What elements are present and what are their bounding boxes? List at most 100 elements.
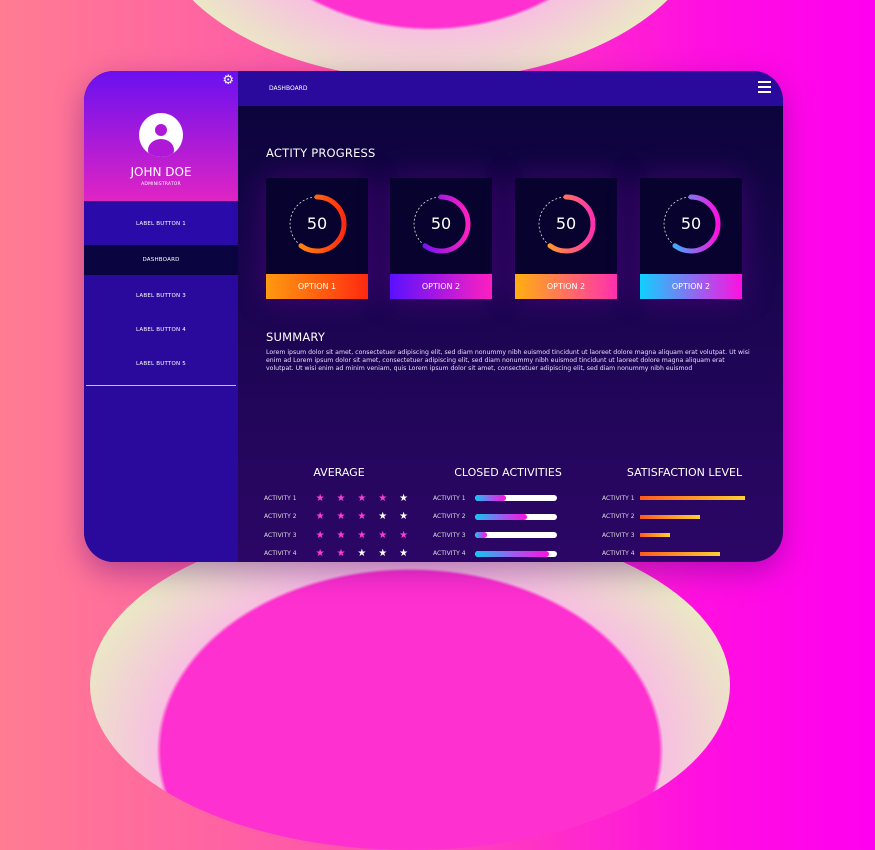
ring-arc xyxy=(411,194,471,254)
star-icon: ★ xyxy=(336,548,346,560)
star-icon: ★ xyxy=(357,511,367,523)
star-icon: ★ xyxy=(336,529,346,541)
progress-fill xyxy=(475,495,507,502)
sidebar-item-label-button-5[interactable]: LABEL BUTTON 5 xyxy=(86,343,236,386)
progress-value: 50 xyxy=(555,214,577,233)
progress-bar xyxy=(475,550,557,557)
average-row: ACTIVITY 3 ★ ★ ★ ★ ★ xyxy=(264,526,414,545)
satisfaction-row: ACTIVITY 3 xyxy=(602,526,767,545)
star-icon: ★ xyxy=(336,492,346,504)
activity-label: ACTIVITY 3 xyxy=(433,531,466,539)
star-icon: ★ xyxy=(378,492,388,504)
star-icon: ★ xyxy=(378,548,388,560)
activity-label: ACTIVITY 2 xyxy=(602,513,635,521)
summary-title: SUMMARY xyxy=(266,330,326,344)
activity-label: ACTIVITY 3 xyxy=(264,531,297,539)
progress-bar xyxy=(475,532,557,539)
star-icon: ★ xyxy=(315,529,325,541)
sidebar-item-label-button-1[interactable]: LABEL BUTTON 1 xyxy=(84,203,238,245)
satisfaction-bar xyxy=(640,533,671,538)
star-icon: ★ xyxy=(336,511,346,523)
ring-arc xyxy=(287,194,347,254)
closed-title: CLOSED ACTIVITIES xyxy=(454,466,562,479)
progress-ring xyxy=(411,194,471,254)
background-circle-top xyxy=(150,0,710,80)
star-icon: ★ xyxy=(399,529,409,541)
average-title: AVERAGE xyxy=(313,466,365,479)
main-content: ACTITY PROGRESS 50 OPTION 1 50 OPTION 2 … xyxy=(238,106,783,562)
closed-row: ACTIVITY 2 xyxy=(433,508,583,527)
average-row: ACTIVITY 4 ★ ★ ★ ★ ★ xyxy=(264,545,414,563)
activity-label: ACTIVITY 1 xyxy=(264,494,297,502)
ring-arc xyxy=(661,194,721,254)
closed-row: ACTIVITY 1 xyxy=(433,489,583,508)
top-bar: DASHBOARD xyxy=(238,71,783,106)
progress-bar xyxy=(475,495,557,502)
progress-card[interactable]: 50 OPTION 2 xyxy=(640,178,742,299)
activity-label: ACTIVITY 1 xyxy=(433,494,466,502)
activity-label: ACTIVITY 3 xyxy=(602,531,635,539)
activity-label: ACTIVITY 1 xyxy=(602,494,635,502)
progress-value: 50 xyxy=(680,214,702,233)
satisfaction-bar xyxy=(640,496,745,501)
star-icon: ★ xyxy=(315,548,325,560)
progress-fill xyxy=(475,532,488,539)
star-icon: ★ xyxy=(378,529,388,541)
average-section: AVERAGE ACTIVITY 1 ★ ★ ★ ★ ★ ACTIVITY 2 ★ ★ ★ ★ ★ AC… xyxy=(264,466,414,562)
activity-label: ACTIVITY 4 xyxy=(602,550,635,558)
star-icon: ★ xyxy=(399,511,409,523)
progress-fill xyxy=(475,550,549,557)
satisfaction-bar xyxy=(640,514,700,519)
average-row: ACTIVITY 1 ★ ★ ★ ★ ★ xyxy=(264,489,414,508)
star-icon: ★ xyxy=(315,511,325,523)
gear-icon[interactable]: ⚙ xyxy=(222,73,234,88)
progress-card[interactable]: 50 OPTION 1 xyxy=(266,178,368,299)
progress-fill xyxy=(475,513,527,520)
progress-ring xyxy=(536,194,596,254)
satisfaction-section: SATISFACTION LEVEL ACTIVITY 1 ACTIVITY 2 A… xyxy=(602,466,767,562)
satisfaction-bar xyxy=(640,551,720,556)
user-name: JOHN DOE xyxy=(130,165,192,179)
star-icon: ★ xyxy=(399,548,409,560)
dashboard-window: ⚙ JOHN DOE ADMINISTRATOR LABEL BUTTON 1 … xyxy=(84,71,783,562)
closed-row: ACTIVITY 3 xyxy=(433,526,583,545)
satisfaction-row: ACTIVITY 1 xyxy=(602,489,767,508)
average-row: ACTIVITY 2 ★ ★ ★ ★ ★ xyxy=(264,508,414,527)
progress-title: ACTITY PROGRESS xyxy=(266,146,376,160)
progress-value: 50 xyxy=(430,214,452,233)
activity-label: ACTIVITY 4 xyxy=(264,550,297,558)
activity-label: ACTIVITY 2 xyxy=(433,513,466,521)
option-button[interactable]: OPTION 2 xyxy=(390,274,492,299)
progress-card[interactable]: 50 OPTION 2 xyxy=(515,178,617,299)
progress-value: 50 xyxy=(306,214,328,233)
star-icon: ★ xyxy=(357,529,367,541)
option-button[interactable]: OPTION 2 xyxy=(640,274,742,299)
satisfaction-row: ACTIVITY 2 xyxy=(602,508,767,527)
activity-label: ACTIVITY 4 xyxy=(433,550,466,558)
star-icon: ★ xyxy=(399,492,409,504)
option-button[interactable]: OPTION 1 xyxy=(266,274,368,299)
avatar xyxy=(139,113,183,157)
sidebar: ⚙ JOHN DOE ADMINISTRATOR LABEL BUTTON 1 … xyxy=(84,71,238,562)
closed-row: ACTIVITY 4 xyxy=(433,545,583,563)
progress-card[interactable]: 50 OPTION 2 xyxy=(390,178,492,299)
satisfaction-row: ACTIVITY 4 xyxy=(602,545,767,563)
star-icon: ★ xyxy=(378,511,388,523)
hamburger-menu-icon[interactable] xyxy=(758,81,771,96)
progress-bar xyxy=(475,513,557,520)
breadcrumb: DASHBOARD xyxy=(269,85,308,92)
summary-text: Lorem ipsum dolor sit amet, consectetuer… xyxy=(266,349,750,373)
sidebar-item-label-button-3[interactable]: LABEL BUTTON 3 xyxy=(136,293,186,299)
progress-ring xyxy=(287,194,347,254)
activity-label: ACTIVITY 2 xyxy=(264,513,297,521)
star-icon: ★ xyxy=(357,548,367,560)
sidebar-item-dashboard[interactable]: DASHBOARD xyxy=(84,245,238,275)
sidebar-item-label-button-4[interactable]: LABEL BUTTON 4 xyxy=(136,327,186,333)
user-role: ADMINISTRATOR xyxy=(141,182,181,187)
profile-panel: ⚙ JOHN DOE ADMINISTRATOR xyxy=(84,71,238,201)
option-button[interactable]: OPTION 2 xyxy=(515,274,617,299)
star-icon: ★ xyxy=(357,492,367,504)
satisfaction-title: SATISFACTION LEVEL xyxy=(626,466,743,479)
closed-activities-section: CLOSED ACTIVITIES ACTIVITY 1 ACTIVITY 2 AC… xyxy=(433,466,583,562)
star-icon: ★ xyxy=(315,492,325,504)
